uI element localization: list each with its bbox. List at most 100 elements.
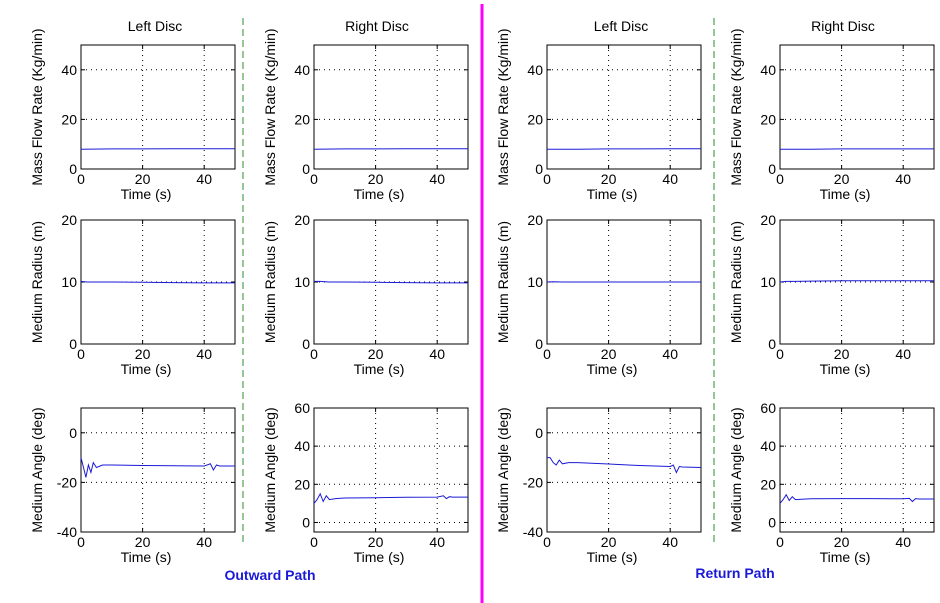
y-tick-label: 10 bbox=[294, 274, 310, 290]
y-tick-label: 0 bbox=[69, 161, 77, 177]
subplot-12: 0 20 40 0 20 40 60 Time (s) Medium Angle (deg) bbox=[728, 400, 935, 565]
y-axis-title: Medium Angle (deg) bbox=[262, 407, 278, 532]
series-line-1 bbox=[80, 457, 235, 478]
series-line-1 bbox=[547, 148, 701, 150]
subplot-11: 0 20 40 -40 -20 0 Time (s) Medium Angle (deg) bbox=[495, 407, 702, 565]
path-label-return: Return Path bbox=[695, 565, 774, 581]
x-tick-label: 40 bbox=[895, 171, 911, 187]
y-axis-title: Mass Flow Rate (Kg/min) bbox=[262, 28, 278, 185]
x-tick-label: 40 bbox=[895, 346, 911, 362]
subplot-1: 0 20 40 0 20 40 Time (s) Mass Flow Rate (Kg/min… bbox=[29, 28, 236, 202]
y-tick-label: 20 bbox=[760, 212, 776, 228]
y-tick-label: 20 bbox=[760, 111, 776, 127]
x-tick-label: 40 bbox=[662, 346, 678, 362]
series-line-1 bbox=[80, 148, 235, 150]
x-tick-label: 20 bbox=[368, 534, 384, 550]
x-tick-label: 0 bbox=[543, 534, 551, 550]
y-tick-label: 0 bbox=[302, 514, 310, 530]
y-tick-label: 20 bbox=[294, 476, 310, 492]
x-axis-title: Time (s) bbox=[354, 549, 405, 565]
y-tick-label: -20 bbox=[57, 474, 77, 490]
x-tick-label: 0 bbox=[776, 346, 784, 362]
x-tick-label: 20 bbox=[834, 346, 850, 362]
column-titles: Left Disc Right Disc Left Disc Right Dis… bbox=[128, 18, 875, 34]
x-axis-title: Time (s) bbox=[587, 361, 638, 377]
x-tick-label: 40 bbox=[662, 171, 678, 187]
series-line-1 bbox=[547, 457, 702, 474]
y-tick-label: -40 bbox=[523, 524, 543, 540]
x-tick-label: 0 bbox=[543, 171, 551, 187]
x-tick-label: 20 bbox=[601, 534, 617, 550]
axes-frame bbox=[313, 407, 469, 533]
y-tick-label: 20 bbox=[527, 111, 543, 127]
y-tick-label: 0 bbox=[535, 336, 543, 352]
x-tick-label: 40 bbox=[429, 171, 445, 187]
series-line-1 bbox=[779, 493, 934, 504]
series-line-1 bbox=[313, 492, 468, 504]
x-tick-label: 20 bbox=[368, 171, 384, 187]
subplot-9: 0 20 40 -40 -20 0 Time (s) Medium Angle (deg) bbox=[29, 407, 236, 565]
axes-frame bbox=[80, 407, 236, 533]
x-tick-label: 40 bbox=[196, 346, 212, 362]
x-tick-label: 20 bbox=[135, 346, 151, 362]
y-axis-title: Medium Angle (deg) bbox=[495, 407, 511, 532]
y-axis-title: Mass Flow Rate (Kg/min) bbox=[728, 28, 744, 185]
column-title-outward-left: Left Disc bbox=[128, 18, 182, 34]
x-axis-title: Time (s) bbox=[587, 549, 638, 565]
x-tick-label: 0 bbox=[77, 534, 85, 550]
path-label-outward: Outward Path bbox=[224, 567, 315, 583]
axes-frame bbox=[313, 44, 469, 170]
column-title-return-left: Left Disc bbox=[594, 18, 648, 34]
x-tick-label: 0 bbox=[77, 171, 85, 187]
y-tick-label: 20 bbox=[61, 111, 77, 127]
y-tick-label: 10 bbox=[760, 274, 776, 290]
series-line-1 bbox=[80, 280, 235, 284]
x-tick-label: 20 bbox=[368, 346, 384, 362]
y-tick-label: 60 bbox=[760, 400, 776, 416]
subplot-grid: 0 20 40 0 20 40 Time (s) Mass Flow Rate (Kg/min… bbox=[29, 28, 935, 565]
y-tick-label: 0 bbox=[535, 425, 543, 441]
y-axis-title: Medium Radius (m) bbox=[29, 221, 45, 343]
y-tick-label: 40 bbox=[61, 62, 77, 78]
series-line-1 bbox=[314, 280, 468, 284]
y-tick-label: 20 bbox=[527, 212, 543, 228]
subplot-4: 0 20 40 0 20 40 Time (s) Mass Flow Rate (Kg/min… bbox=[728, 28, 935, 202]
y-tick-label: 10 bbox=[527, 274, 543, 290]
x-tick-label: 20 bbox=[601, 346, 617, 362]
y-tick-label: -40 bbox=[57, 524, 77, 540]
x-tick-label: 40 bbox=[429, 534, 445, 550]
y-tick-label: 0 bbox=[302, 161, 310, 177]
y-tick-label: -20 bbox=[523, 474, 543, 490]
x-tick-label: 0 bbox=[310, 171, 318, 187]
y-tick-label: 0 bbox=[768, 514, 776, 530]
x-tick-label: 20 bbox=[834, 171, 850, 187]
subplot-2: 0 20 40 0 20 40 Time (s) Mass Flow Rate (Kg/min… bbox=[262, 28, 469, 202]
subplot-10: 0 20 40 0 20 40 60 Time (s) Medium Angle (deg) bbox=[262, 400, 469, 565]
axes-frame bbox=[80, 44, 236, 170]
column-title-outward-right: Right Disc bbox=[345, 18, 409, 34]
x-tick-label: 0 bbox=[776, 534, 784, 550]
y-axis-title: Medium Radius (m) bbox=[728, 221, 744, 343]
axes-frame bbox=[779, 407, 935, 533]
y-tick-label: 40 bbox=[760, 62, 776, 78]
x-tick-label: 0 bbox=[543, 346, 551, 362]
y-tick-label: 0 bbox=[768, 336, 776, 352]
series-line-1 bbox=[313, 148, 468, 150]
x-axis-title: Time (s) bbox=[820, 549, 871, 565]
x-tick-label: 40 bbox=[895, 534, 911, 550]
y-tick-label: 40 bbox=[294, 438, 310, 454]
x-axis-title: Time (s) bbox=[354, 186, 405, 202]
y-tick-label: 0 bbox=[535, 161, 543, 177]
axes-frame bbox=[779, 44, 935, 170]
x-tick-label: 20 bbox=[135, 171, 151, 187]
x-axis-title: Time (s) bbox=[820, 186, 871, 202]
y-tick-label: 0 bbox=[69, 425, 77, 441]
y-tick-label: 20 bbox=[61, 212, 77, 228]
series-line-1 bbox=[779, 280, 934, 283]
y-tick-label: 0 bbox=[302, 336, 310, 352]
subplot-3: 0 20 40 0 20 40 Time (s) Mass Flow Rate (Kg/min… bbox=[495, 28, 702, 202]
x-tick-label: 40 bbox=[196, 171, 212, 187]
